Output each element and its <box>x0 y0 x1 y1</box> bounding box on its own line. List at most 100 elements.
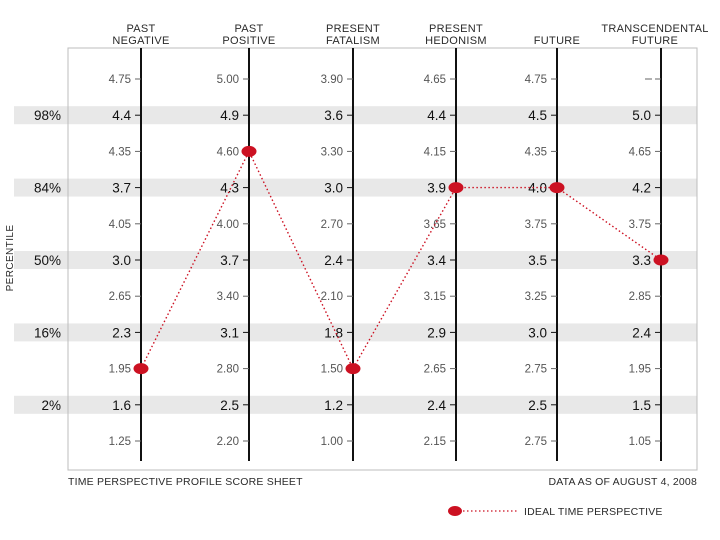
column-header: PAST <box>126 23 155 35</box>
data-date: DATA AS OF AUGUST 4, 2008 <box>548 476 697 488</box>
tick-label: 3.0 <box>528 325 547 340</box>
tick-label: 4.65 <box>424 74 446 86</box>
tick-label: 2.4 <box>324 253 343 268</box>
tick-label: 1.5 <box>632 398 651 413</box>
tick-label: 1.8 <box>324 325 343 340</box>
tick-label: 4.35 <box>525 146 547 158</box>
data-point <box>549 182 565 194</box>
tick-label: 4.00 <box>217 219 239 231</box>
data-point <box>653 254 669 266</box>
y-axis-label: PERCENTILE <box>5 225 16 292</box>
tick-label: 2.65 <box>109 291 131 303</box>
percentile-labels: 98% 84% 50% 16% 2% <box>34 108 61 413</box>
plot-border <box>67 47 698 471</box>
tick-label: 3.7 <box>220 253 239 268</box>
tick-label: 1.00 <box>321 436 343 448</box>
tick-label: 3.4 <box>427 253 446 268</box>
tick-labels: 4.75 4.4 4.35 3.7 4.05 3.0 2.65 2.3 1.95 1.6 1.25 5… <box>109 74 661 448</box>
percentile-band <box>14 395 697 414</box>
tick-label: 2.5 <box>528 398 547 413</box>
chart-title: TIME PERSPECTIVE PROFILE SCORE SHEET <box>68 476 303 488</box>
tick-label: 2.65 <box>424 364 446 376</box>
tick-label: 4.15 <box>424 146 446 158</box>
tick-label: 2.10 <box>321 291 343 303</box>
tick-label: 2.5 <box>220 398 239 413</box>
tick-label: 1.05 <box>629 436 651 448</box>
tick-label: 5.0 <box>632 108 651 123</box>
tick-label: 4.60 <box>217 146 239 158</box>
tick-label: 4.9 <box>220 108 239 123</box>
percentile-band <box>14 106 697 125</box>
tick-label: 4.75 <box>109 74 131 86</box>
percentile-band <box>14 323 697 342</box>
tick-label: 4.35 <box>109 146 131 158</box>
tick-label: 3.75 <box>629 219 651 231</box>
data-point <box>133 363 149 375</box>
percentile-label: 2% <box>41 398 61 413</box>
tick-label: 2.4 <box>632 325 651 340</box>
tick-label: 4.75 <box>525 74 547 86</box>
chart-frame <box>67 47 698 471</box>
tick-label: 1.6 <box>112 398 131 413</box>
tick-label: 2.80 <box>217 364 239 376</box>
legend-label: IDEAL TIME PERSPECTIVE <box>524 506 663 518</box>
tick-label: 3.1 <box>220 325 239 340</box>
tick-label: 2.3 <box>112 325 131 340</box>
column-header: TRANSCENDENTAL <box>601 23 708 35</box>
tick-label: 3.90 <box>321 74 343 86</box>
tick-label: 3.0 <box>112 253 131 268</box>
tick-label: 3.0 <box>324 181 343 196</box>
percentile-label: 16% <box>34 325 61 340</box>
tick-label: 4.3 <box>220 181 239 196</box>
tick-label: 1.2 <box>324 398 343 413</box>
tick-label: 3.7 <box>112 181 131 196</box>
data-point <box>241 145 257 157</box>
legend-marker <box>448 506 462 516</box>
tick-label: 2.70 <box>321 219 343 231</box>
tick-label: 3.6 <box>324 108 343 123</box>
percentile-label: 84% <box>34 181 61 196</box>
tick-label: 4.05 <box>109 219 131 231</box>
tick-label: 3.9 <box>427 181 446 196</box>
column-header: POSITIVE <box>222 35 275 47</box>
tick-label: 3.5 <box>528 253 547 268</box>
tick-label: 1.25 <box>109 436 131 448</box>
tick-label: 3.40 <box>217 291 239 303</box>
column-header: FUTURE <box>534 35 580 47</box>
tick-label: 2.4 <box>427 398 446 413</box>
column-header: NEGATIVE <box>112 35 169 47</box>
tick-label: 2.15 <box>424 436 446 448</box>
column-header: HEDONISM <box>425 35 487 47</box>
percentile-label: 98% <box>34 108 61 123</box>
tick-label: 2.9 <box>427 325 446 340</box>
column-header: FUTURE <box>632 35 678 47</box>
tick-label: 4.2 <box>632 181 651 196</box>
tick-label: 4.5 <box>528 108 547 123</box>
ideal-series <box>133 145 669 375</box>
data-point <box>345 363 361 375</box>
tick-label: 1.50 <box>321 364 343 376</box>
tick-label: 4.4 <box>112 108 131 123</box>
percentile-bands <box>14 106 697 414</box>
tick-label: 1.95 <box>109 364 131 376</box>
column-header: PRESENT <box>429 23 483 35</box>
tick-label: 2.85 <box>629 291 651 303</box>
tick-label: 3.25 <box>525 291 547 303</box>
tick-label: 2.75 <box>525 364 547 376</box>
column-header: PRESENT <box>326 23 380 35</box>
tick-label: 2.20 <box>217 436 239 448</box>
tick-label: 4.65 <box>629 146 651 158</box>
tick-label: 2.75 <box>525 436 547 448</box>
data-point <box>448 182 464 194</box>
tick-label: 1.95 <box>629 364 651 376</box>
column-axes <box>140 48 662 461</box>
percentile-band <box>14 178 697 197</box>
tick-label: 5.00 <box>217 74 239 86</box>
column-headers: PASTNEGATIVEPASTPOSITIVEPRESENTFATALISMP… <box>112 23 708 47</box>
tick-label: 4.4 <box>427 108 446 123</box>
column-header: FATALISM <box>326 35 380 47</box>
column-header: PAST <box>234 23 263 35</box>
legend: IDEAL TIME PERSPECTIVE <box>448 506 663 518</box>
percentile-label: 50% <box>34 253 61 268</box>
